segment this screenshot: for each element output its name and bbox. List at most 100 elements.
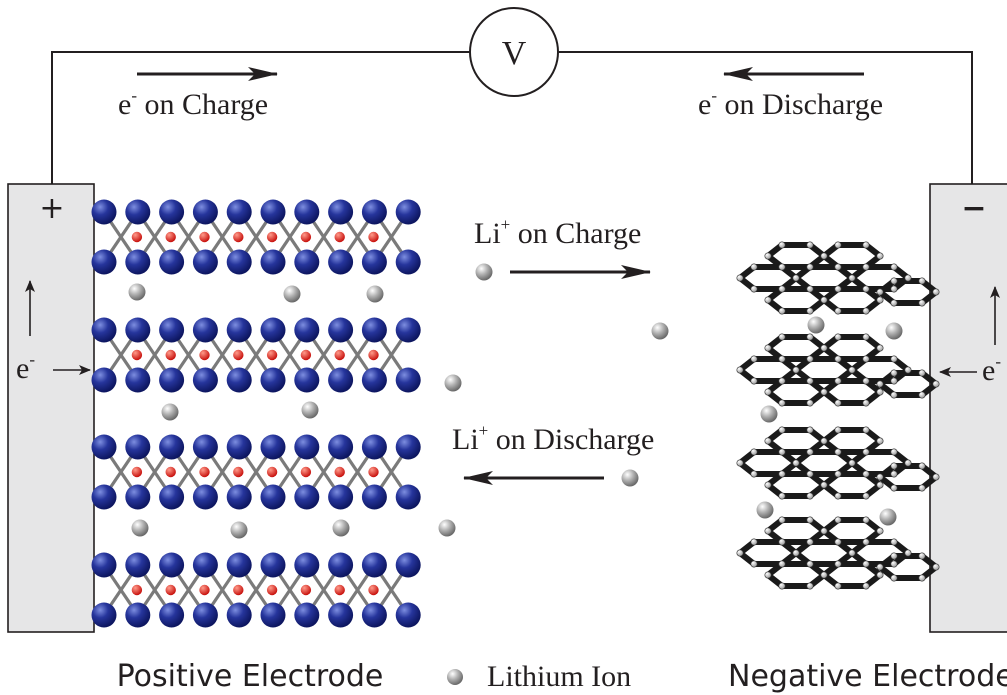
carbon-atom bbox=[820, 437, 828, 445]
metal-atom bbox=[328, 484, 354, 510]
graphene-ring bbox=[821, 517, 883, 545]
carbon-atom bbox=[862, 241, 870, 249]
negative-sign: − bbox=[961, 191, 986, 226]
metal-atom bbox=[260, 484, 286, 510]
lithium-ion bbox=[366, 285, 384, 303]
carbon-atom bbox=[890, 299, 898, 307]
carbon-atom bbox=[862, 448, 870, 456]
carbon-atom bbox=[862, 582, 870, 590]
oxygen-atom bbox=[131, 231, 143, 243]
carbon-atom bbox=[834, 492, 842, 500]
carbon-atom bbox=[834, 307, 842, 315]
carbon-atom bbox=[834, 285, 842, 293]
graphene-ring bbox=[765, 286, 827, 314]
carbon-atom bbox=[750, 470, 758, 478]
oxygen-atom bbox=[233, 349, 244, 361]
lithium-ion bbox=[756, 501, 774, 519]
graphene-ring bbox=[821, 286, 883, 314]
carbon-atom bbox=[820, 388, 828, 396]
oxygen-atom bbox=[131, 349, 143, 361]
metal-atom bbox=[294, 249, 320, 275]
cathode-layer bbox=[91, 552, 421, 628]
carbon-atom bbox=[890, 470, 898, 478]
metal-atom bbox=[294, 367, 320, 393]
carbon-atom bbox=[862, 470, 870, 478]
carbon-atom bbox=[848, 366, 856, 374]
oxygen-atom bbox=[199, 466, 210, 478]
metal-atom bbox=[91, 249, 117, 275]
carbon-atom bbox=[862, 560, 870, 568]
metal-atom bbox=[294, 552, 320, 578]
graphene-ring bbox=[793, 264, 855, 292]
oxygen-atom bbox=[165, 466, 176, 478]
oxygen-atom bbox=[300, 231, 312, 243]
metal-atom bbox=[226, 317, 252, 343]
lithium-ion bbox=[621, 469, 639, 487]
metal-atom bbox=[395, 434, 421, 460]
metal-atom bbox=[91, 199, 117, 225]
positive-electron-label: e- bbox=[16, 350, 35, 385]
carbon-atom bbox=[750, 377, 758, 385]
carbon-atom bbox=[890, 448, 898, 456]
carbon-atom bbox=[862, 285, 870, 293]
metal-atom bbox=[260, 367, 286, 393]
lithium-ion bbox=[128, 283, 146, 301]
lithium-ion bbox=[332, 519, 350, 537]
carbon-atom bbox=[834, 333, 842, 341]
carbon-atom bbox=[834, 377, 842, 385]
graphene-sheet bbox=[736, 516, 940, 590]
metal-atom bbox=[125, 602, 151, 628]
positive-current-collector: + e- bbox=[7, 183, 95, 633]
metal-atom bbox=[328, 317, 354, 343]
graphene-ring bbox=[737, 356, 799, 384]
carbon-atom bbox=[806, 285, 814, 293]
carbon-atom bbox=[750, 560, 758, 568]
oxygen-atom bbox=[266, 349, 278, 361]
carbon-atom bbox=[806, 448, 814, 456]
graphene-ring bbox=[737, 539, 799, 567]
circuit-wire-right bbox=[559, 51, 973, 185]
oxygen-atom bbox=[266, 584, 278, 596]
oxygen-atom bbox=[368, 231, 379, 243]
carbon-atom bbox=[820, 252, 828, 260]
carbon-atom bbox=[932, 380, 940, 388]
carbon-atom bbox=[764, 437, 772, 445]
metal-atom bbox=[125, 199, 151, 225]
metal-atom bbox=[260, 317, 286, 343]
metal-atom bbox=[192, 317, 218, 343]
metal-atom bbox=[91, 434, 117, 460]
carbon-atom bbox=[792, 274, 800, 282]
metal-atom bbox=[226, 484, 252, 510]
metal-atom bbox=[328, 199, 354, 225]
oxygen-atom bbox=[165, 584, 176, 596]
carbon-atom bbox=[806, 516, 814, 524]
carbon-atom bbox=[890, 391, 898, 399]
carbon-atom bbox=[736, 274, 744, 282]
carbon-atom bbox=[918, 369, 926, 377]
carbon-atom bbox=[890, 355, 898, 363]
carbon-atom bbox=[890, 574, 898, 582]
oxygen-atom bbox=[131, 466, 143, 478]
metal-atom bbox=[159, 484, 185, 510]
lithium-ion bbox=[760, 405, 778, 423]
carbon-atom bbox=[876, 571, 884, 579]
carbon-atom bbox=[862, 377, 870, 385]
metal-atom bbox=[294, 484, 320, 510]
metal-atom bbox=[395, 602, 421, 628]
metal-atom bbox=[192, 602, 218, 628]
metal-atom bbox=[361, 602, 387, 628]
oxygen-atom bbox=[199, 349, 210, 361]
carbon-atom bbox=[820, 344, 828, 352]
carbon-atom bbox=[876, 473, 884, 481]
carbon-atom bbox=[834, 399, 842, 407]
carbon-atom bbox=[918, 277, 926, 285]
graphene-sheet bbox=[736, 333, 940, 407]
positive-electrode-caption: Positive Electrode bbox=[117, 659, 384, 694]
carbon-atom bbox=[806, 241, 814, 249]
graphene-ring bbox=[765, 471, 827, 499]
carbon-atom bbox=[750, 355, 758, 363]
carbon-atom bbox=[904, 459, 912, 467]
carbon-atom bbox=[778, 560, 786, 568]
carbon-atom bbox=[792, 366, 800, 374]
carbon-atom bbox=[890, 538, 898, 546]
